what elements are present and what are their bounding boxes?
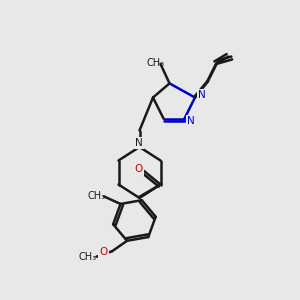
Text: N: N <box>198 90 206 100</box>
Text: O: O <box>100 247 108 257</box>
Text: O: O <box>134 164 143 175</box>
Text: CH₃: CH₃ <box>79 252 97 262</box>
Text: N: N <box>187 116 195 127</box>
Text: N: N <box>135 138 143 148</box>
Text: CH₃: CH₃ <box>147 58 165 68</box>
Text: CH₃: CH₃ <box>88 191 106 201</box>
